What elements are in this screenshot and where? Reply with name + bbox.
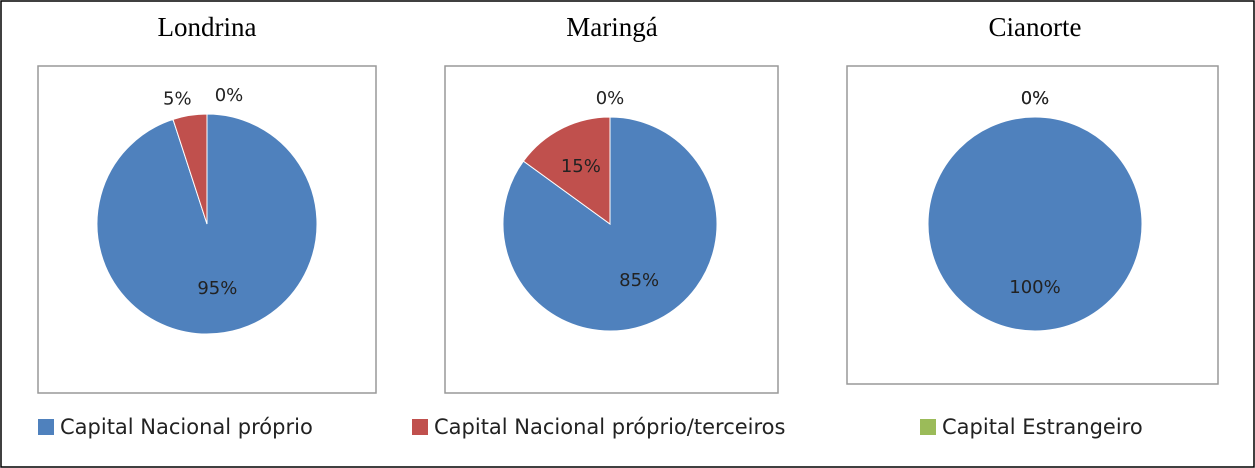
data-label: 0% xyxy=(1021,88,1050,109)
chart-title: Londrina xyxy=(158,12,257,42)
chart-title: Maringá xyxy=(566,12,657,42)
data-label: 0% xyxy=(1021,88,1050,109)
legend-swatch xyxy=(412,419,428,435)
data-label: 0% xyxy=(596,88,625,109)
data-label: 95% xyxy=(197,278,237,299)
legend-label: Capital Estrangeiro xyxy=(942,415,1143,439)
pie-slice xyxy=(172,113,208,225)
data-label: 0% xyxy=(215,85,244,106)
data-label: 85% xyxy=(619,270,659,291)
pie-slice xyxy=(522,116,611,225)
legend-swatch xyxy=(38,419,54,435)
data-label: 15% xyxy=(561,156,601,177)
data-label: 5% xyxy=(163,89,192,110)
pie-slice xyxy=(502,116,718,332)
legend-label: Capital Nacional próprio xyxy=(60,415,313,439)
data-label: 100% xyxy=(1009,277,1060,298)
legend-swatch xyxy=(920,419,936,435)
legend-label: Capital Nacional próprio/terceiros xyxy=(434,415,785,439)
chart-title: Cianorte xyxy=(989,12,1082,42)
pie-slice xyxy=(927,116,1143,332)
